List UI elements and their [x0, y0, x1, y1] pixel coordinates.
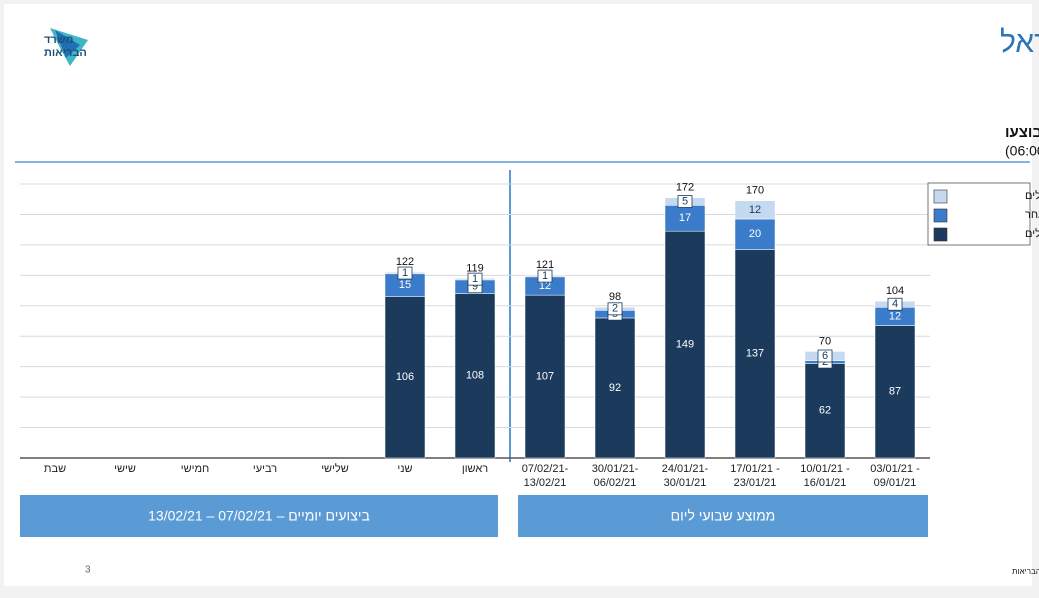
- bar-segment: [874, 325, 916, 459]
- segment-label: 20: [749, 228, 761, 240]
- chart-title: מספר חיסונים שבוצעו: [1005, 124, 1039, 141]
- segment-label: 1: [542, 270, 548, 282]
- total-label: 119: [466, 262, 484, 274]
- segment-label: 106: [396, 371, 414, 383]
- x-tick-label: שני: [397, 463, 413, 475]
- legend-swatch: [933, 208, 948, 223]
- source: מקור: מערכת BI משרד הבריאות: [1012, 567, 1039, 576]
- x-tick-label: חמישי: [180, 463, 210, 475]
- bar-segment: [594, 317, 636, 459]
- segment-label: 4: [892, 298, 898, 310]
- group-label: ביצועים יומיים – 07/02/21 – 13/02/21: [148, 508, 370, 524]
- bar-segment: [384, 296, 426, 459]
- group-band: [20, 495, 498, 537]
- segment-label: 62: [819, 405, 831, 417]
- segment-label: 12: [539, 280, 551, 292]
- bar-segment: [804, 363, 846, 459]
- segment-label: 12: [889, 310, 901, 322]
- total-label: 121: [536, 259, 554, 271]
- x-tick-label: 24/01/21-30/01/21: [661, 463, 709, 489]
- label-box: [607, 302, 623, 316]
- segment-label: 107: [536, 370, 554, 382]
- x-tick-label: שלישי: [321, 463, 349, 475]
- label-box: [817, 349, 833, 363]
- segment-label: 108: [466, 370, 484, 382]
- logo-text: משרד: [44, 34, 73, 46]
- x-tick-label: שישי: [114, 463, 136, 475]
- bar-segment: [454, 293, 496, 459]
- logo-shape: [55, 30, 80, 58]
- x-tick-label: 17/01/21 - 23/01/21: [730, 463, 780, 489]
- label-box: [887, 297, 903, 311]
- group-band: [518, 495, 928, 537]
- x-tick-label: 30/01/21-06/02/21: [591, 463, 639, 489]
- total-label: 122: [396, 256, 414, 268]
- group-label: ממוצע שבועי ליום: [671, 508, 776, 524]
- bar-segment: [664, 205, 706, 232]
- segment-label: 12: [749, 204, 761, 216]
- segment-label: 6: [822, 350, 828, 362]
- slide-bg: [4, 4, 1032, 586]
- total-label: 170: [746, 185, 764, 197]
- x-tick-label: ראשון: [461, 463, 489, 475]
- bar-segment: [664, 230, 706, 459]
- segment-label: 92: [609, 382, 621, 394]
- slide-title: אתמול בוצעו 122 אלף חיסונים במדינת ישראל: [1000, 26, 1039, 59]
- legend-swatch: [933, 227, 948, 242]
- segment-label: 15: [399, 279, 411, 291]
- bar-segment: [734, 200, 776, 220]
- total-label: 70: [819, 335, 831, 347]
- bar-segment: [734, 218, 776, 250]
- x-tick-label: שבת: [43, 463, 67, 475]
- x-tick-label: 10/01/21 - 16/01/21: [800, 463, 850, 489]
- segment-label: 149: [676, 339, 694, 351]
- legend-swatch: [933, 189, 948, 204]
- total-label: 98: [609, 291, 621, 303]
- segment-label: 5: [682, 195, 688, 207]
- segment-label: 87: [889, 386, 901, 398]
- x-tick-label: 03/01/21 - 09/01/21: [870, 463, 920, 489]
- label-box: [397, 266, 413, 280]
- x-tick-label: 07/02/21-13/02/21: [521, 463, 569, 489]
- total-label: 104: [886, 285, 904, 297]
- chart-subtitle: אלפים, שבוע מתחיל ב-07/02 (חיתוך בוצע ב-…: [1005, 143, 1039, 159]
- segment-label: 137: [746, 348, 764, 360]
- segment-label: 1: [472, 273, 478, 285]
- segment-label: 9: [472, 281, 478, 293]
- bar-segment: [524, 294, 566, 459]
- legend-label: קופות החולים: [1025, 227, 1039, 240]
- label-box: [537, 269, 553, 283]
- x-tick-label: רביעי: [252, 463, 278, 475]
- segment-label: 1: [402, 267, 408, 279]
- label-box: [677, 195, 693, 208]
- page-number: 3: [85, 565, 91, 576]
- segment-label: 2: [612, 303, 618, 315]
- bar-segment: [734, 249, 776, 459]
- legend-label: אחר: [1025, 209, 1039, 221]
- logo-text: הבריאות: [44, 47, 87, 59]
- total-label: 172: [676, 182, 694, 194]
- segment-label: 17: [679, 212, 691, 224]
- label-box: [467, 272, 483, 286]
- legend-label: בתי החולים: [1025, 189, 1039, 202]
